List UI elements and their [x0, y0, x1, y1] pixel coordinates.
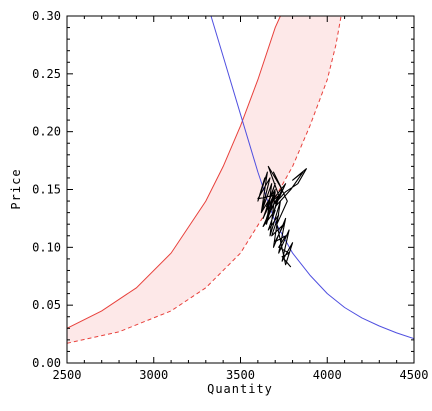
shaded-band: [67, 16, 342, 344]
x-tick-label: 2500: [53, 368, 82, 382]
x-tick-label: 4500: [400, 368, 429, 382]
x-axis-title: Quantity: [207, 382, 273, 396]
y-tick-label: 0.05: [32, 298, 61, 312]
y-tick-label: 0.10: [32, 240, 61, 254]
x-axis-ticks: 2500 3000 3500 4000 4500: [53, 16, 429, 382]
y-axis-title: Price: [9, 168, 23, 209]
x-tick-label: 3000: [139, 368, 168, 382]
band-lower-line: [67, 16, 342, 344]
y-tick-label: 0.30: [32, 9, 61, 23]
x-tick-label: 4000: [313, 368, 342, 382]
y-tick-label: 0.20: [32, 125, 61, 139]
y-tick-label: 0.25: [32, 67, 61, 81]
y-tick-label: 0.15: [32, 183, 61, 197]
series-line-0: [210, 16, 414, 340]
band-fill: [67, 16, 342, 344]
series-line-1: [257, 165, 307, 268]
band-upper-line: [67, 16, 281, 329]
y-axis-ticks: 0.00 0.05 0.10 0.15 0.20 0.25 0.30: [32, 9, 414, 370]
series-layer: [210, 16, 414, 340]
y-tick-label: 0.00: [32, 356, 61, 370]
x-tick-label: 3500: [226, 368, 255, 382]
